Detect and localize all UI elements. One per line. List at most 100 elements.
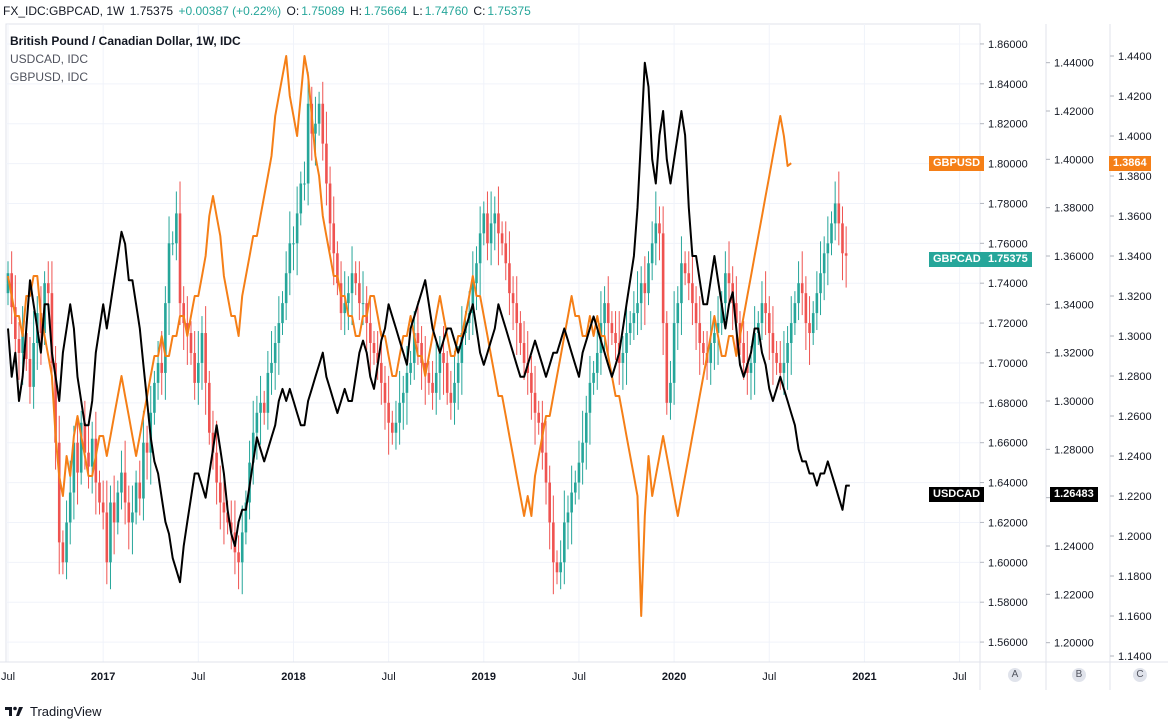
candle-up xyxy=(628,323,632,334)
candle-down xyxy=(691,283,694,304)
candle-down xyxy=(643,283,647,294)
candle-down xyxy=(193,352,196,383)
candle-down xyxy=(508,263,511,294)
scale-c-button[interactable]: C xyxy=(1133,668,1147,682)
candle-down xyxy=(702,343,705,353)
candle-down xyxy=(383,382,387,403)
candle-down xyxy=(552,522,555,563)
candle-up xyxy=(574,482,577,493)
candle-down xyxy=(537,412,540,423)
candle-down xyxy=(530,372,533,393)
candle-up xyxy=(171,243,174,245)
candle-up xyxy=(314,123,317,134)
candle-up xyxy=(830,223,833,244)
candle-down xyxy=(83,422,87,453)
gbpcad-candles xyxy=(6,71,848,595)
brand-name[interactable]: TradingView xyxy=(30,703,102,719)
candle-up xyxy=(68,492,72,523)
candle-down xyxy=(87,452,90,467)
candle-up xyxy=(306,103,310,184)
candle-down xyxy=(98,482,101,503)
candle-down xyxy=(727,273,731,284)
candle-down xyxy=(775,352,778,363)
candle-down xyxy=(218,482,222,503)
price-change: +0.00387 (+0.22%) xyxy=(178,4,282,18)
candle-down xyxy=(497,213,500,234)
candle-down xyxy=(486,213,489,244)
candle-down xyxy=(226,512,229,523)
candle-up xyxy=(826,243,830,254)
candle-down xyxy=(10,273,13,308)
axis-a-tick-label: 1.80000 xyxy=(988,159,1028,171)
candle-up xyxy=(559,562,562,573)
candle-down xyxy=(262,402,266,413)
candle-down xyxy=(14,307,17,340)
candle-down xyxy=(369,323,372,343)
candle-up xyxy=(412,333,416,363)
candle-down xyxy=(208,382,211,433)
candle-up xyxy=(32,343,35,387)
candle-down xyxy=(808,323,811,334)
legend-usdcad[interactable]: USDCAD, IDC xyxy=(10,52,89,66)
close-value: 1.75375 xyxy=(487,4,531,18)
candle-down xyxy=(61,542,65,563)
candle-up xyxy=(284,273,288,304)
candle-up xyxy=(259,402,262,413)
last-price: 1.75375 xyxy=(129,4,174,18)
candle-up xyxy=(460,333,464,363)
candle-down xyxy=(767,313,771,334)
candle-up xyxy=(153,382,156,413)
candle-up xyxy=(453,382,456,403)
candle-up xyxy=(116,492,120,523)
candle-down xyxy=(387,402,390,423)
axis-a-tick-label: 1.56000 xyxy=(988,637,1028,649)
axis-c-tick-label: 1.3400 xyxy=(1118,251,1152,263)
gbpusd-line xyxy=(7,55,792,617)
candle-up xyxy=(65,522,68,563)
candle-up xyxy=(489,223,493,244)
axis-b-tick-label: 1.38000 xyxy=(1054,203,1094,215)
candle-down xyxy=(442,352,445,363)
candle-up xyxy=(142,442,145,499)
candle-down xyxy=(237,552,240,563)
candle-down xyxy=(431,382,434,393)
candle-down xyxy=(610,323,614,334)
candle-up xyxy=(401,392,405,403)
candle-down xyxy=(694,303,698,324)
legend-main-series[interactable]: British Pound / Canadian Dollar, 1W, IDC xyxy=(10,34,241,48)
candle-up xyxy=(200,333,204,363)
candle-up xyxy=(478,233,482,264)
candle-down xyxy=(211,432,215,453)
candle-down xyxy=(735,303,738,324)
candle-up xyxy=(603,303,606,324)
candle-up xyxy=(584,412,588,443)
candle-down xyxy=(372,343,376,353)
candle-up xyxy=(347,293,350,304)
symbol-label[interactable]: FX_IDC:GBPCAD, 1W xyxy=(3,4,125,18)
candle-down xyxy=(112,502,116,523)
x-tick-label: Jul xyxy=(572,671,586,683)
axis-c-tick-label: 1.4400 xyxy=(1118,51,1152,63)
candle-down xyxy=(178,213,182,304)
legend-gbpusd[interactable]: GBPUSD, IDC xyxy=(10,70,89,84)
tradingview-logo-icon[interactable] xyxy=(4,704,24,718)
scale-a-button[interactable]: A xyxy=(1008,668,1022,682)
candle-down xyxy=(844,253,848,256)
candle-down xyxy=(533,392,537,413)
axis-c-tick-label: 1.3600 xyxy=(1118,211,1152,223)
candle-up xyxy=(716,323,720,334)
scale-b-button[interactable]: B xyxy=(1072,668,1086,682)
axis-c-tick-label: 1.2600 xyxy=(1118,411,1152,423)
axis-b-tick-label: 1.30000 xyxy=(1054,396,1094,408)
candle-down xyxy=(665,323,669,403)
candle-down xyxy=(46,283,50,294)
x-tick-label: 2019 xyxy=(472,671,496,683)
candle-down xyxy=(339,283,343,314)
axis-a-tick-label: 1.64000 xyxy=(988,478,1028,490)
low-value: 1.74760 xyxy=(424,4,469,18)
candle-down xyxy=(837,203,841,224)
candle-up xyxy=(621,352,625,363)
candle-down xyxy=(204,333,207,383)
candle-up xyxy=(647,263,650,294)
